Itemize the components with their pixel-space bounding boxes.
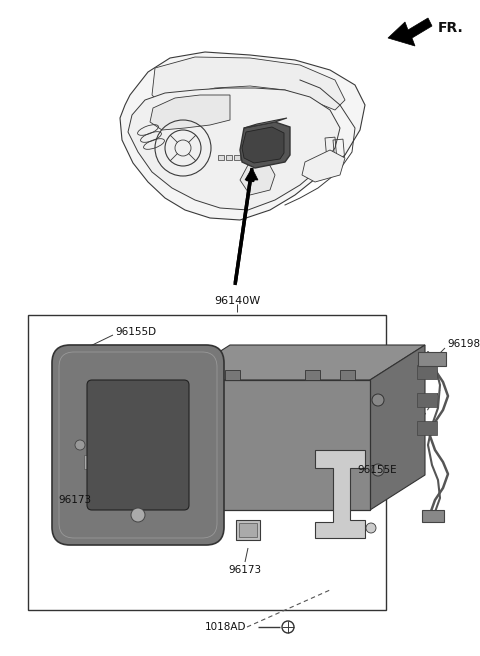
Bar [242, 155, 248, 160]
Bar [28, 315, 386, 610]
Bar [236, 520, 260, 540]
Polygon shape [62, 380, 90, 420]
Polygon shape [152, 57, 345, 110]
Bar [305, 370, 320, 380]
Bar [239, 523, 257, 537]
Polygon shape [128, 88, 340, 210]
Polygon shape [315, 450, 365, 538]
Circle shape [75, 440, 85, 450]
Polygon shape [244, 118, 287, 128]
FancyBboxPatch shape [87, 380, 189, 510]
Polygon shape [370, 345, 425, 510]
Bar [422, 510, 444, 522]
Circle shape [70, 385, 80, 395]
Polygon shape [240, 162, 275, 195]
Bar [84, 455, 102, 469]
Bar [325, 137, 336, 156]
Text: FR.: FR. [438, 21, 464, 35]
Bar [195, 370, 210, 380]
Bar [226, 155, 232, 160]
Polygon shape [245, 168, 258, 180]
Text: 96173: 96173 [228, 565, 262, 575]
Polygon shape [240, 122, 290, 168]
Circle shape [131, 508, 145, 522]
Bar [417, 393, 437, 407]
Text: 96173: 96173 [59, 495, 92, 505]
Bar [81, 452, 105, 472]
Bar [225, 370, 240, 380]
Bar [175, 380, 370, 510]
Circle shape [161, 464, 173, 476]
Bar [234, 155, 240, 160]
Circle shape [161, 394, 173, 406]
Bar [340, 370, 355, 380]
Polygon shape [302, 150, 345, 182]
Text: 96155E: 96155E [357, 465, 396, 475]
Bar [417, 365, 437, 379]
Polygon shape [242, 127, 284, 163]
Polygon shape [150, 95, 230, 130]
Polygon shape [68, 345, 95, 375]
Bar [218, 155, 224, 160]
Bar [333, 139, 345, 158]
Text: 96155D: 96155D [115, 327, 156, 337]
Polygon shape [175, 345, 425, 380]
Bar [418, 352, 446, 366]
Polygon shape [388, 18, 432, 46]
Text: 96140W: 96140W [214, 296, 260, 306]
Circle shape [372, 394, 384, 406]
Polygon shape [120, 52, 365, 220]
Text: 1018AD: 1018AD [205, 622, 247, 632]
Circle shape [372, 464, 384, 476]
Bar [417, 421, 437, 435]
Text: 96198: 96198 [447, 339, 480, 349]
Circle shape [366, 523, 376, 533]
FancyBboxPatch shape [52, 345, 224, 545]
